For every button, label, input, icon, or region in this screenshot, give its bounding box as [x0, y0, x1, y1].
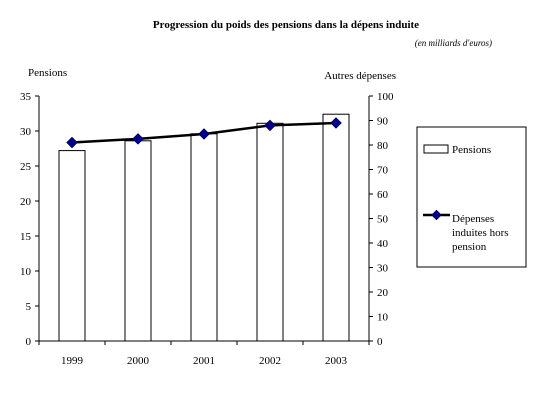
y-right-tick-label: 10 — [377, 312, 389, 324]
legend-label-depenses-line: Dépenses — [452, 213, 494, 225]
legend-swatch-depenses-marker — [431, 209, 442, 221]
y-right-tick-label: 20 — [377, 287, 389, 299]
y-left-tick-label: 30 — [20, 126, 32, 138]
y-left-axis-title: Pensions — [28, 67, 67, 79]
y-right-tick-label: 100 — [377, 91, 394, 103]
legend-label-depenses-line: pension — [452, 241, 487, 253]
x-tick-label: 2001 — [193, 355, 215, 367]
legend: Pensions Dépenses induites hors pension — [416, 126, 527, 268]
y-right-tick-label: 60 — [377, 189, 389, 201]
y-left-tick-label: 20 — [20, 196, 32, 208]
bar-pensions-2002 — [256, 122, 284, 342]
y-right-tick-label: 90 — [377, 116, 389, 128]
point-depenses-1999 — [66, 136, 78, 149]
y-right-tick-label: 30 — [377, 263, 389, 275]
y-right-tick-label: 40 — [377, 238, 389, 250]
x-tick-label: 2002 — [259, 355, 281, 367]
y-left-tick-label: 10 — [20, 266, 32, 278]
y-right-axis-title: Autres dépenses — [324, 70, 396, 82]
point-depenses-2003 — [330, 117, 342, 129]
point-depenses-2002 — [264, 119, 276, 132]
y-right-tick-label: 80 — [377, 140, 389, 152]
legend-label-pensions: Pensions — [452, 144, 491, 156]
bar-pensions-2001 — [190, 133, 218, 342]
x-tick-label: 2003 — [325, 355, 348, 367]
y-left-tick-label: 15 — [20, 231, 32, 243]
y-left-tick-label: 0 — [26, 336, 32, 348]
chart-title: Progression du poids des pensions dans l… — [153, 19, 419, 31]
y-right-tick-label: 0 — [377, 336, 383, 348]
x-tick-label: 1999 — [61, 355, 84, 367]
point-depenses-2000 — [132, 133, 144, 145]
bar-pensions-1999 — [58, 150, 86, 342]
y-left-tick-label: 5 — [26, 301, 32, 313]
y-right-tick-label: 70 — [377, 165, 389, 177]
legend-label-depenses-line: induites hors — [452, 227, 509, 239]
point-depenses-2001 — [198, 128, 210, 140]
y-right-tick-label: 50 — [377, 214, 389, 226]
bar-pensions-2003 — [322, 113, 350, 342]
plot-area: 0 5 10 15 20 25 30 35 0 10 20 30 40 50 60 70 80 90 100 1999… — [20, 91, 394, 367]
legend-swatch-pensions — [423, 144, 449, 154]
chart-subtitle: (en milliards d'euros) — [415, 38, 492, 48]
legend-label-depenses: Dépenses induites hors pension — [452, 213, 509, 253]
y-left-tick-label: 35 — [20, 91, 32, 103]
bar-pensions-2000 — [124, 140, 152, 342]
y-left-tick-label: 25 — [20, 161, 32, 173]
x-tick-label: 2000 — [127, 355, 150, 367]
